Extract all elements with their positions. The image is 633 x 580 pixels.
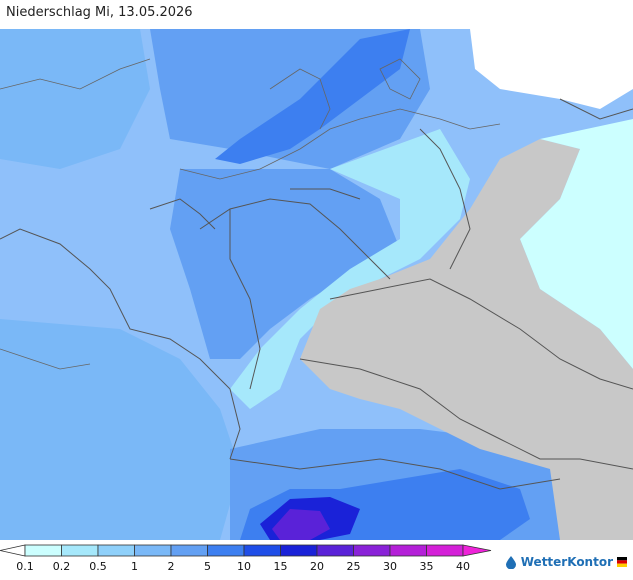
legend-label: 25: [347, 560, 361, 573]
flag-icon: [617, 557, 627, 567]
legend-label: 35: [420, 560, 434, 573]
legend-label: 1: [131, 560, 138, 573]
legend-swatch: [316, 544, 354, 557]
precip-area-east-light: [520, 119, 633, 369]
no-data-area-east: [300, 139, 633, 540]
legend-label: 5: [204, 560, 211, 573]
raindrop-icon: [505, 556, 516, 569]
legend-swatch: [134, 544, 172, 557]
legend-swatch: [207, 544, 245, 557]
legend-arrow-low: [0, 544, 26, 557]
legend-label: 20: [310, 560, 324, 573]
legend-swatch: [24, 544, 62, 557]
map-title: Niederschlag Mi, 13.05.2026: [6, 5, 193, 20]
legend-label: 40: [456, 560, 470, 573]
legend-label: 0.2: [53, 560, 71, 573]
legend-swatch: [426, 544, 464, 557]
legend-swatch: [389, 544, 427, 557]
legend-swatch: [97, 544, 135, 557]
legend-swatches: [0, 544, 492, 557]
legend-labels: 0.1 0.2 0.5 1 2 5 10 15 20 25 30 35 40: [16, 560, 470, 573]
brand-logo: WetterKontor: [504, 555, 627, 569]
precip-area-central: [170, 169, 400, 359]
country-borders: [0, 98, 633, 490]
brand-name: WetterKontor: [520, 555, 613, 569]
legend-swatch: [353, 544, 391, 557]
legend-label: 0.1: [16, 560, 34, 573]
precip-area-southwest: [0, 319, 240, 540]
legend-label: 15: [274, 560, 288, 573]
legend-swatch: [61, 544, 99, 557]
legend-swatch: [170, 544, 208, 557]
coastlines: [0, 58, 501, 370]
precipitation-legend: 0.1 0.2 0.5 1 2 5 10 15 20 25 30 35 40: [0, 544, 492, 573]
legend-label: 2: [168, 560, 175, 573]
legend-swatch: [243, 544, 281, 557]
precip-area-alps-peak: [272, 509, 330, 540]
legend-label: 10: [237, 560, 251, 573]
precip-area-west: [0, 29, 150, 169]
legend-swatch: [280, 544, 318, 557]
precip-area-light-band: [230, 129, 470, 409]
legend-label: 30: [383, 560, 397, 573]
no-data-area-northeast: [470, 29, 633, 109]
precipitation-map[interactable]: [0, 29, 633, 540]
legend-label: 0.5: [89, 560, 107, 573]
legend-arrow-high: [462, 544, 492, 557]
precip-area-north-intense: [215, 29, 410, 164]
